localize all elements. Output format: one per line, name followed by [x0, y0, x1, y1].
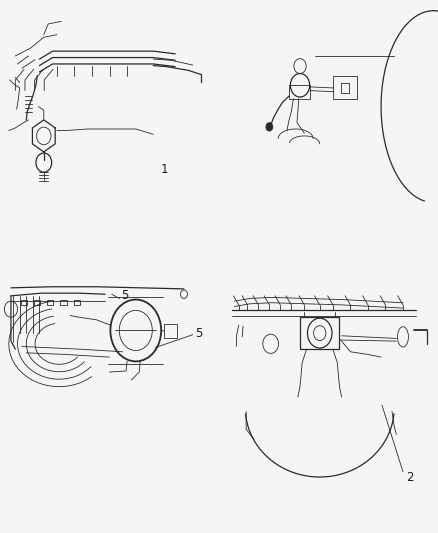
Text: 5: 5 [196, 327, 203, 340]
Bar [300, 317, 339, 349]
Bar [333, 76, 357, 99]
Bar [341, 83, 349, 93]
Bar [21, 300, 27, 305]
Bar [74, 300, 80, 305]
Text: 2: 2 [406, 471, 413, 483]
Bar [164, 324, 177, 338]
Bar [34, 300, 40, 305]
Bar [60, 300, 67, 305]
Circle shape [266, 123, 273, 131]
Text: 1: 1 [160, 163, 168, 176]
Text: 5: 5 [121, 289, 128, 302]
Bar [47, 300, 53, 305]
Bar [289, 85, 310, 99]
